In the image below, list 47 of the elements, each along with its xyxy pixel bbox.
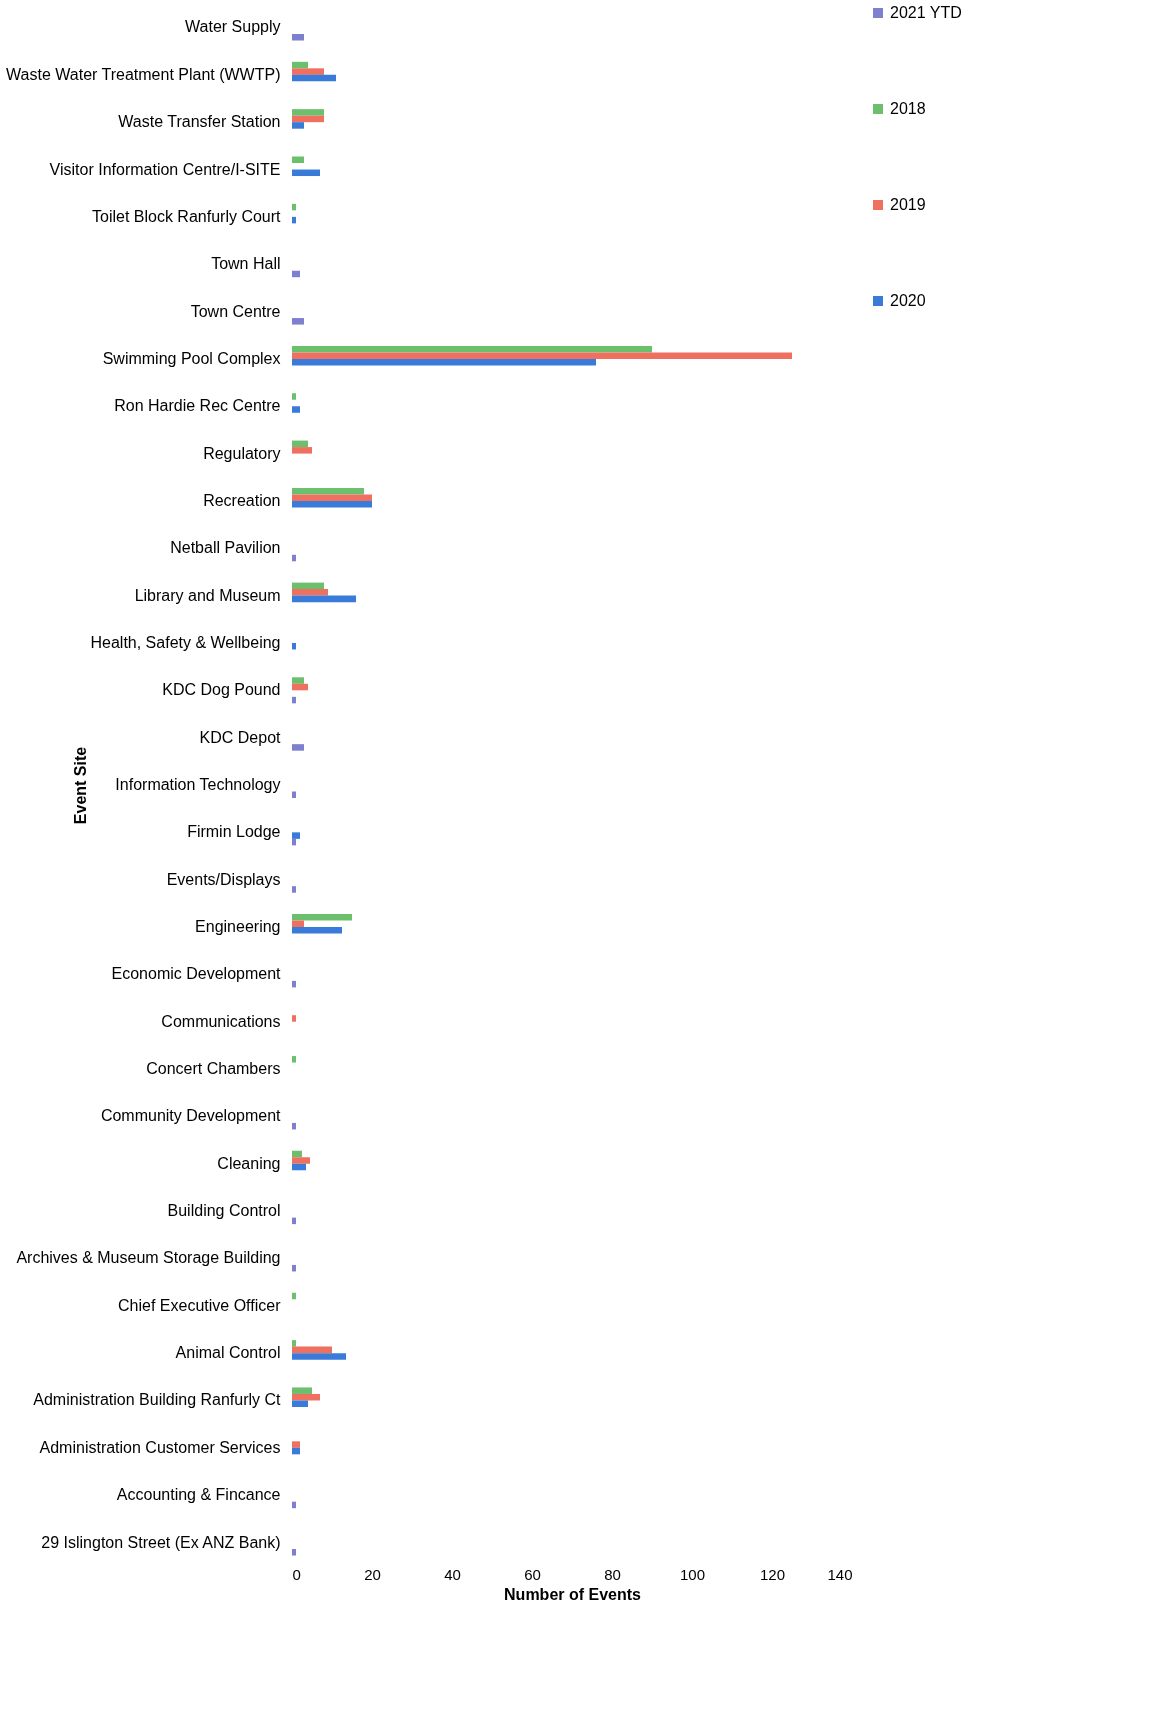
y-tick-label: KDC Dog Pound bbox=[162, 681, 281, 699]
y-tick-label: Administration Customer Services bbox=[39, 1438, 281, 1456]
y-axis-title: Event Site bbox=[71, 746, 89, 825]
y-tick-label: Cleaning bbox=[217, 1154, 281, 1172]
y-tick-label: 29 Islington Street (Ex ANZ Bank) bbox=[41, 1533, 281, 1551]
y-tick-label: Town Hall bbox=[211, 255, 281, 273]
x-tick-label: 60 bbox=[524, 1565, 541, 1583]
legend-label: 2020 bbox=[890, 292, 926, 309]
y-tick-label: Toilet Block Ranfurly Court bbox=[91, 207, 282, 225]
y-tick-label: Town Centre bbox=[190, 302, 281, 320]
y-tick-label: Netball Pavilion bbox=[170, 539, 281, 557]
y-tick-label: Information Technology bbox=[115, 776, 281, 793]
y-tick-label: Regulatory bbox=[203, 444, 281, 462]
y-tick-label: Building Control bbox=[167, 1202, 281, 1220]
y-tick-label: Visitor Information Centre/I-SITE bbox=[49, 160, 281, 178]
y-tick-label: Ron Hardie Rec Centre bbox=[114, 397, 281, 415]
y-tick-label: Engineering bbox=[195, 918, 281, 936]
y-tick-label: Accounting & Fincance bbox=[116, 1486, 281, 1504]
y-tick-label: KDC Depot bbox=[199, 728, 282, 746]
y-tick-label: Communications bbox=[161, 1012, 281, 1030]
y-tick-label: Recreation bbox=[203, 491, 281, 509]
y-tick-label: Economic Development bbox=[111, 965, 282, 983]
x-tick-label: 140 bbox=[827, 1565, 853, 1583]
y-tick-label: Waste Water Treatment Plant (WWTP) bbox=[6, 65, 281, 83]
x-tick-label: 120 bbox=[759, 1565, 786, 1583]
y-tick-label: Concert Chambers bbox=[146, 1060, 281, 1078]
legend-label: 2019 bbox=[890, 196, 926, 213]
y-tick-label: Firmin Lodge bbox=[187, 823, 281, 841]
y-tick-label: Waste Transfer Station bbox=[118, 113, 281, 131]
y-tick-label: Events/Displays bbox=[166, 870, 281, 888]
y-tick-label: Community Development bbox=[100, 1107, 282, 1125]
legend-label: 2018 bbox=[890, 100, 926, 117]
legend-label: 2021 YTD bbox=[890, 4, 962, 21]
x-tick-label: 0 bbox=[292, 1565, 301, 1583]
y-tick-label: Chief Executive Officer bbox=[118, 1296, 282, 1314]
y-tick-label: Water Supply bbox=[185, 18, 281, 36]
y-tick-label: Administration Building Ranfurly Ct bbox=[33, 1391, 282, 1409]
y-tick-label: Library and Museum bbox=[134, 586, 281, 604]
y-tick-label: Swimming Pool Complex bbox=[102, 349, 281, 367]
x-tick-label: 20 bbox=[364, 1565, 381, 1583]
x-tick-label: 40 bbox=[444, 1565, 461, 1583]
y-tick-label: Animal Control bbox=[175, 1344, 281, 1362]
y-tick-label: Archives & Museum Storage Building bbox=[16, 1249, 281, 1267]
x-tick-label: 80 bbox=[604, 1565, 621, 1583]
x-axis-title: Number of Events bbox=[504, 1585, 642, 1603]
x-tick-label: 100 bbox=[679, 1565, 706, 1583]
y-tick-label: Health, Safety & Wellbeing bbox=[90, 633, 281, 651]
